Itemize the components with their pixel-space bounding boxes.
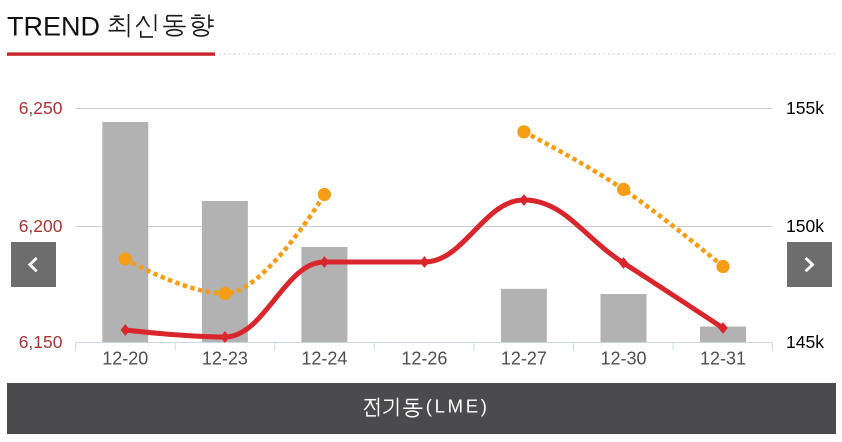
svg-text:12-27: 12-27 xyxy=(501,349,547,369)
svg-text:TREND: TREND xyxy=(7,11,100,41)
svg-text:12-24: 12-24 xyxy=(301,349,347,369)
svg-text:6,150: 6,150 xyxy=(19,332,63,352)
svg-text:145k: 145k xyxy=(786,332,824,352)
svg-text:(LME): (LME) xyxy=(426,396,490,417)
svg-text:12-23: 12-23 xyxy=(202,349,248,369)
svg-text:6,250: 6,250 xyxy=(19,98,63,118)
svg-text:155k: 155k xyxy=(786,98,824,118)
svg-text:150k: 150k xyxy=(786,216,824,236)
svg-text:12-26: 12-26 xyxy=(401,349,447,369)
svg-text:12-20: 12-20 xyxy=(102,349,148,369)
svg-text:6,200: 6,200 xyxy=(19,216,63,236)
svg-text:12-31: 12-31 xyxy=(700,349,746,369)
svg-text:12-30: 12-30 xyxy=(600,349,646,369)
